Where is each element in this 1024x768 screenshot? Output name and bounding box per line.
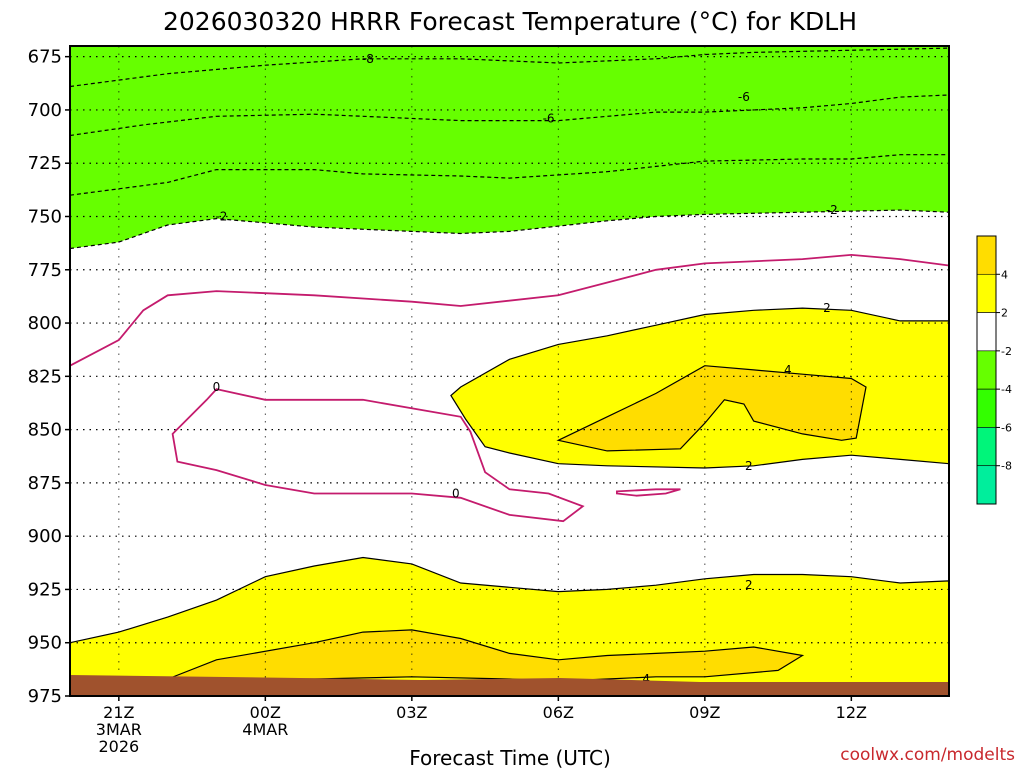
contour-line-8 — [70, 556, 949, 696]
contour-label-6: 0 — [452, 487, 460, 501]
fill-region-3 — [70, 46, 949, 249]
chart-title: 2026030320 HRRR Forecast Temperature (°C… — [163, 7, 857, 36]
y-tick-label-0: 675 — [28, 47, 62, 68]
contour-line-9 — [556, 365, 867, 452]
contour-line-5 — [171, 388, 585, 523]
contour-line-7 — [450, 307, 949, 469]
colorbar-label-1: 2 — [1001, 307, 1008, 320]
y-tick-label-9: 900 — [28, 526, 62, 547]
x-tick-label-4-1: 09Z — [689, 703, 720, 722]
terrain-band — [70, 675, 949, 696]
y-tick-label-3: 750 — [28, 206, 62, 227]
y-tick-label-1: 700 — [28, 100, 62, 121]
colorbar-label-4: -6 — [1001, 421, 1012, 434]
contour-label-2: -6 — [738, 90, 750, 104]
y-tick-label-6: 825 — [28, 366, 62, 387]
colorbar-swatch-3 — [976, 350, 997, 390]
colorbar-label-2: -2 — [1001, 345, 1012, 358]
contour-line-2 — [70, 154, 949, 196]
x-tick-label-0-1: 21Z — [103, 703, 134, 722]
contour-label-11: 4 — [642, 672, 650, 686]
colorbar-frame — [976, 235, 997, 505]
colorbar-swatch-2 — [976, 312, 997, 352]
y-tick-label-4: 775 — [28, 260, 62, 281]
y-tick-label-7: 850 — [28, 420, 62, 441]
contour-label-3: -2 — [215, 209, 227, 223]
colorbar-label-3: -4 — [1001, 383, 1012, 396]
contour-label-0: -8 — [362, 52, 374, 66]
x-tick-label-2-1: 03Z — [396, 703, 427, 722]
y-tick-label-8: 875 — [28, 473, 62, 494]
colorbar-swatch-5 — [976, 427, 997, 467]
contour-line-0 — [70, 47, 949, 88]
y-tick-label-2: 725 — [28, 153, 62, 174]
contour-label-9: 2 — [745, 578, 753, 592]
y-tick-label-11: 950 — [28, 633, 62, 654]
temperature-fill-areas — [70, 46, 949, 696]
terrain-fill — [70, 675, 949, 696]
plot-frame — [69, 45, 950, 697]
y-axis: 675 700 725 750 775 800 825 850 875 900 925 950 975 — [28, 47, 70, 707]
contour-line-3 — [70, 209, 949, 250]
x-tick-label-5-1: 12Z — [836, 703, 867, 722]
contour-line-1 — [70, 94, 949, 137]
x-tick-label-3-1: 06Z — [543, 703, 574, 722]
y-tick-label-5: 800 — [28, 313, 62, 334]
x-axis-title: Forecast Time (UTC) — [409, 746, 611, 768]
contour-line-4 — [70, 253, 949, 367]
y-tick-label-12: 975 — [28, 686, 62, 707]
credit-text: coolwx.com/modelts — [840, 745, 1015, 765]
contour-label-4: -2 — [826, 203, 838, 217]
colorbar-swatch-6 — [976, 465, 997, 505]
x-tick-label-1-1: 00Z — [250, 703, 281, 722]
colorbar-label-5: -8 — [1001, 460, 1012, 473]
colorbar-swatch-4 — [976, 388, 997, 428]
contour-label-8: 2 — [745, 459, 753, 473]
colorbar-label-0: 4 — [1001, 268, 1008, 281]
x-tick-label-0-3: 2026 — [98, 737, 139, 756]
contour-lines — [70, 47, 949, 696]
y-tick-label-10: 925 — [28, 579, 62, 600]
colorbar-swatch-0 — [976, 235, 997, 275]
x-tick-label-0-2: 3MAR — [96, 720, 142, 739]
contour-line-6 — [616, 488, 681, 497]
contour-label-7: 2 — [823, 301, 831, 315]
fill-region-10 — [167, 629, 803, 682]
contour-labels: -8 -6 -6 -2 -2 0 0 2 2 2 4 4 — [213, 52, 838, 686]
x-tick-label-1-2: 4MAR — [242, 720, 288, 739]
colorbar: 4 2 -2 -4 -6 -8 — [976, 235, 1012, 505]
contour-label-1: -6 — [543, 111, 555, 125]
contour-label-5: 0 — [213, 380, 221, 394]
fill-region-9 — [558, 365, 866, 451]
contour-label-10: 4 — [784, 363, 792, 377]
colorbar-swatch-1 — [976, 273, 997, 313]
